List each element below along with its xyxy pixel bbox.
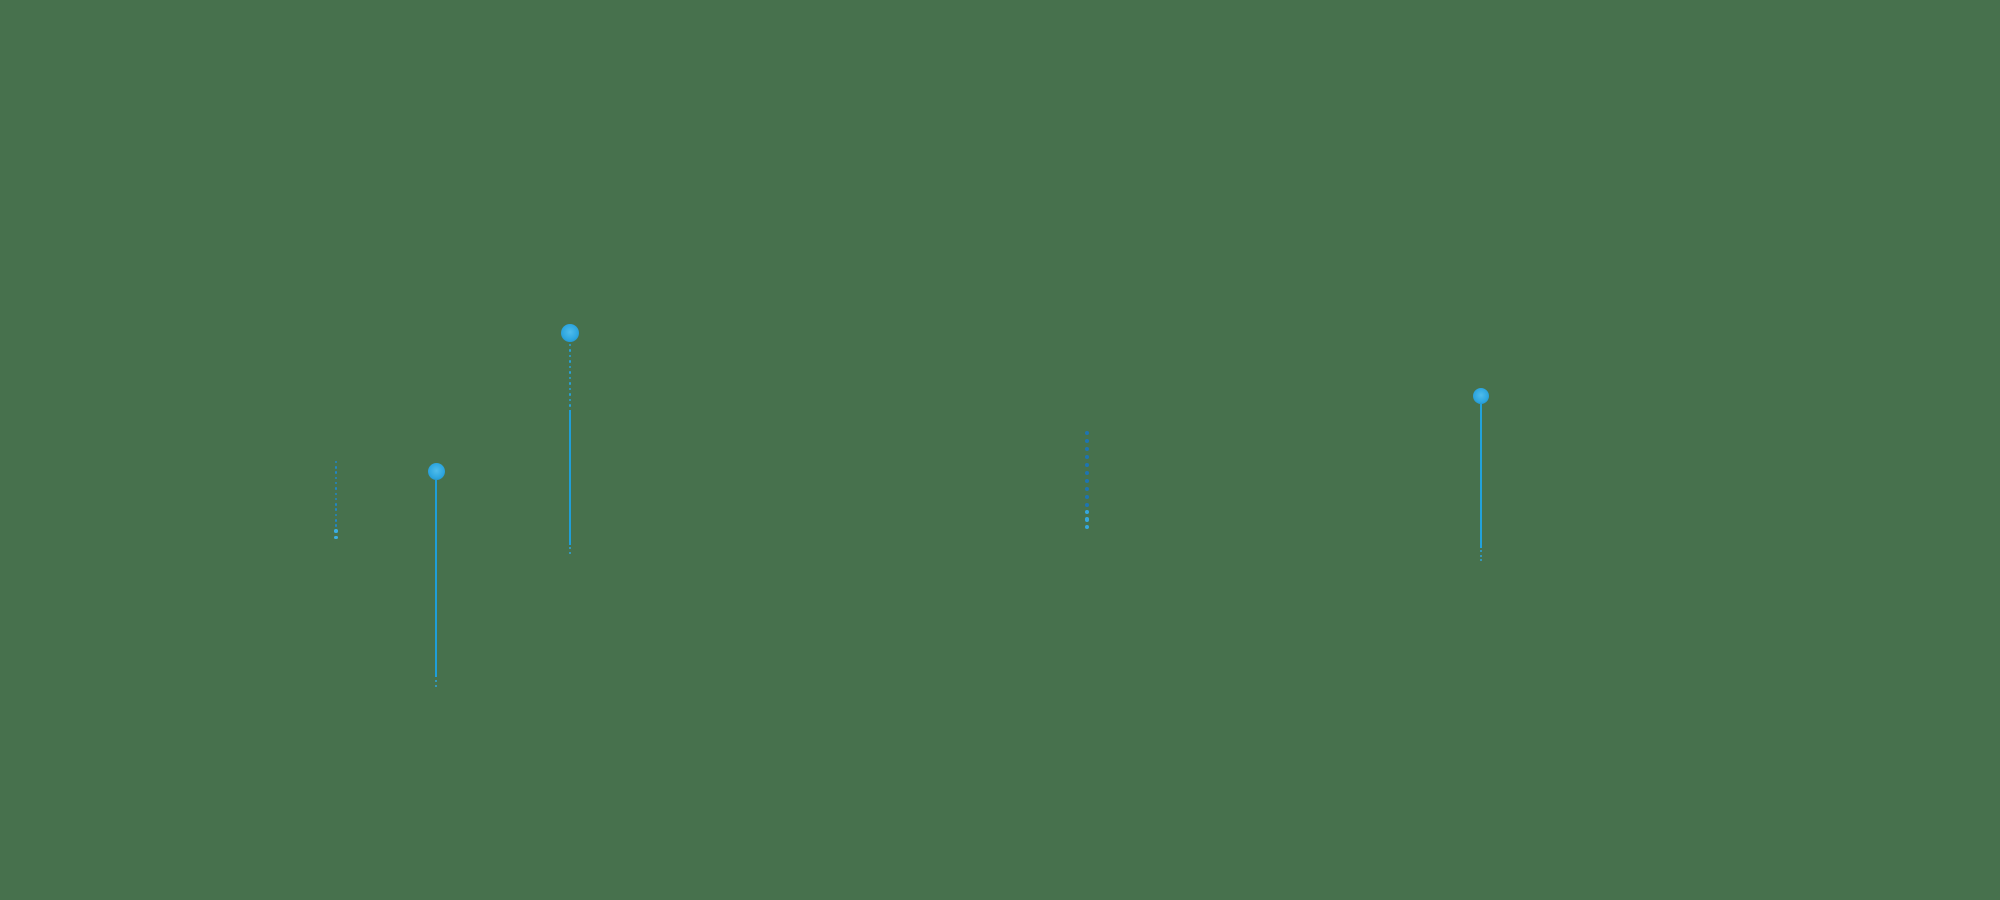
particle-trail-dot <box>435 680 437 682</box>
particle-trail-dot <box>334 492 338 496</box>
particle-ball <box>1473 388 1489 404</box>
particle-trail-dot <box>334 529 338 533</box>
particle-trail-dot <box>1084 454 1090 460</box>
particle-trail-dot <box>1480 554 1482 557</box>
particle-trail-dot <box>1480 559 1482 561</box>
particle-trail-dot <box>334 460 338 464</box>
particle-trail-dot <box>569 552 571 554</box>
particle-trail-dot <box>1084 486 1090 492</box>
particle-trail-dot <box>334 535 338 540</box>
particle-trail-dot <box>334 466 338 469</box>
particle-trail-dot <box>568 365 572 369</box>
particle-trail-dot <box>568 354 572 358</box>
particle-trail-dot <box>334 471 338 474</box>
particle-trail-dot <box>334 476 338 480</box>
particle-trail-dot <box>1084 509 1090 515</box>
particle-trail-dot <box>568 398 572 402</box>
particle-trail-dot <box>568 371 572 374</box>
particle-ball <box>561 324 579 342</box>
particle-trail-dot <box>334 524 338 527</box>
particle-trail-line <box>435 480 437 677</box>
particle-trail-dot <box>334 481 338 485</box>
particle-trail-dot <box>1084 517 1090 522</box>
particle-trail-dot <box>568 360 572 363</box>
particle-ball <box>427 462 445 480</box>
particle-trail-dot <box>1084 430 1090 436</box>
particle-trail-dot <box>334 503 338 506</box>
particle-trail-dot <box>568 404 572 407</box>
particle-trail-dot <box>334 508 338 511</box>
particle-trail-dot <box>1084 524 1090 530</box>
particle-trail-dot <box>1084 438 1090 444</box>
particle-trail-dot <box>568 349 572 352</box>
particle-trail-dot <box>1084 446 1090 452</box>
particle-trail-dot <box>568 393 572 396</box>
particle-trail-dot <box>334 497 338 501</box>
particle-trail-dot <box>1084 502 1090 508</box>
particle-trail-dot <box>334 487 338 490</box>
particle-trail-dot <box>568 382 572 385</box>
particle-trail-dot <box>1084 478 1090 484</box>
particle-trail-dot <box>568 343 572 347</box>
particle-trail-dot <box>568 376 572 380</box>
particle-trail-dot <box>435 685 437 687</box>
particle-trail-dot <box>1480 550 1482 552</box>
particle-trail-line <box>569 410 571 545</box>
particle-trail-dot <box>1084 470 1090 476</box>
particle-trail-dot <box>1084 494 1090 500</box>
particle-trail-dot <box>569 547 571 549</box>
particle-trail-dot <box>1084 462 1090 468</box>
particle-trail-line <box>1480 404 1482 548</box>
particle-trail-dot <box>334 513 338 517</box>
particle-trail-dot <box>334 519 338 522</box>
particle-trail-dot <box>568 387 572 391</box>
